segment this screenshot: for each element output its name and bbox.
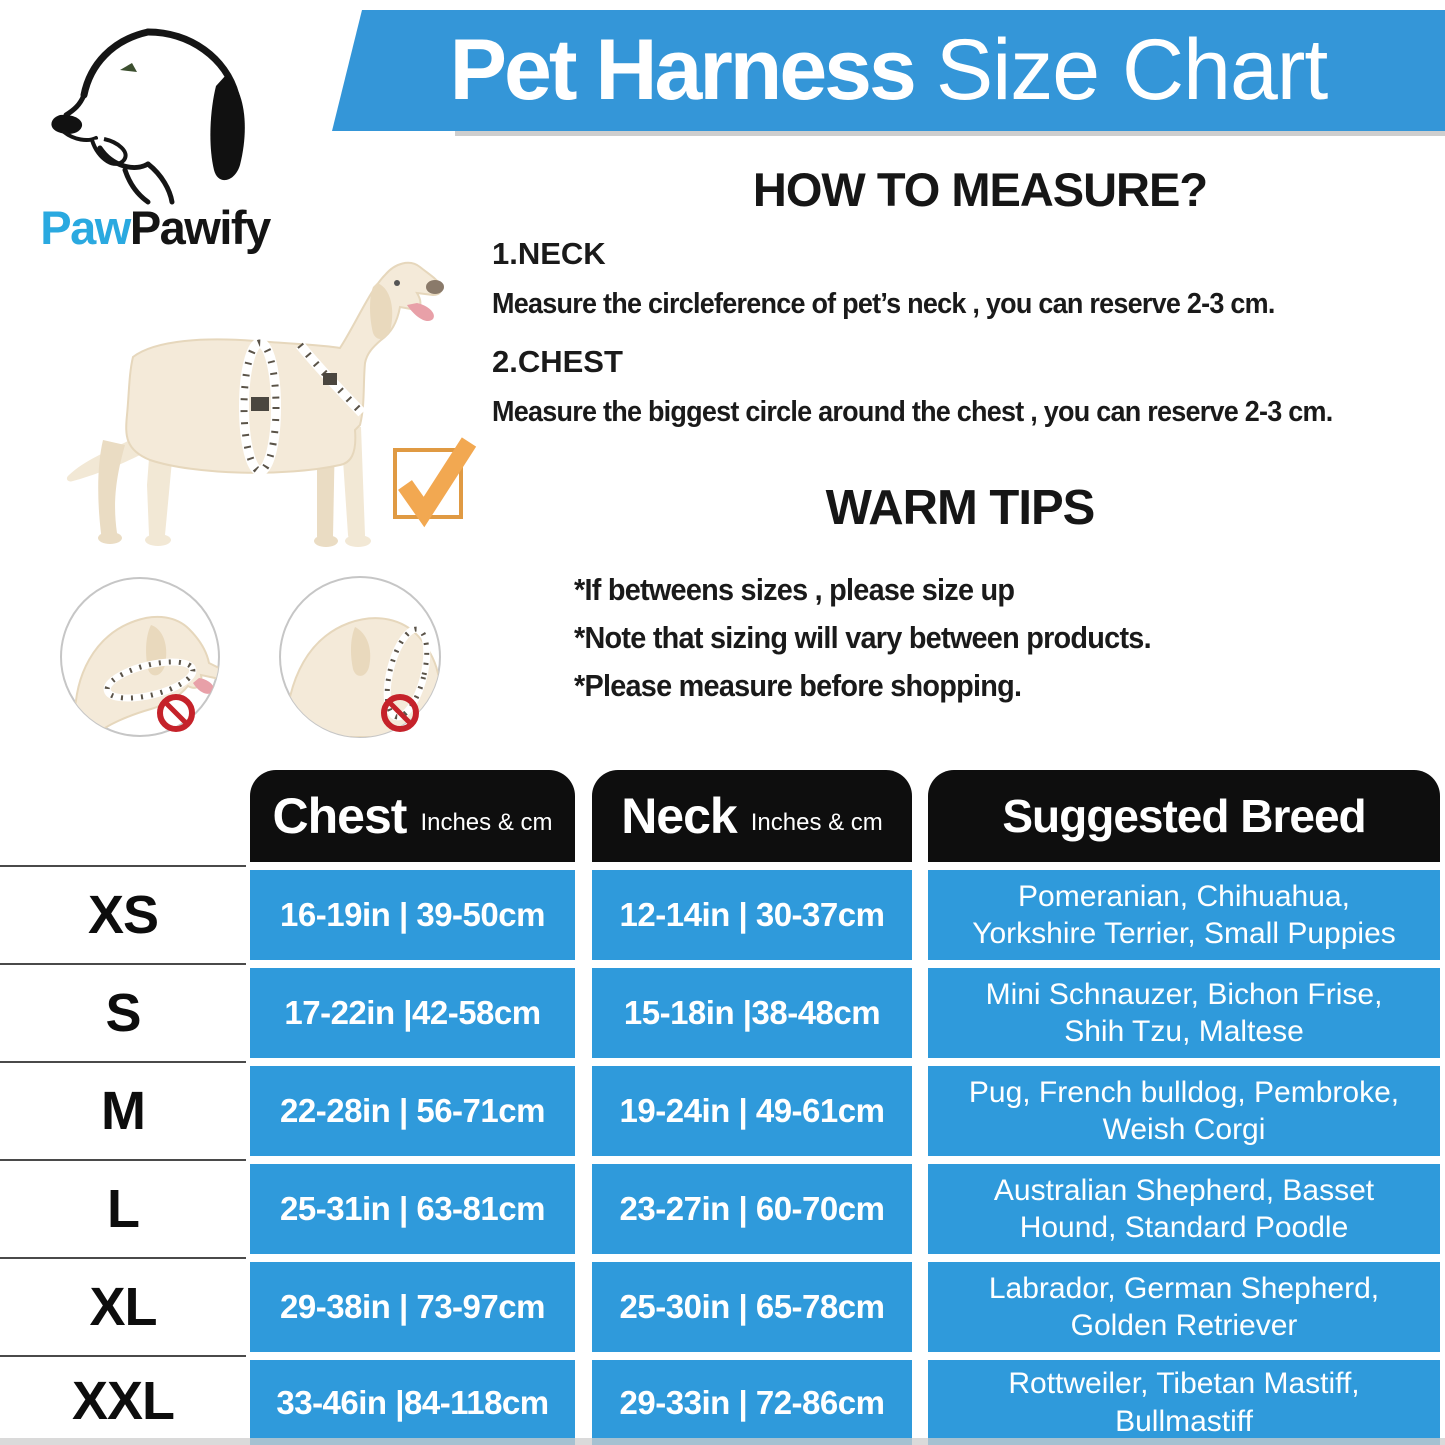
title-light: Size Chart <box>935 22 1328 118</box>
chest-header-title: Chest <box>272 788 408 844</box>
row-divider <box>0 963 246 965</box>
row-divider <box>0 1159 246 1161</box>
neck-value: 29-33in | 72-86cm <box>619 1383 885 1421</box>
neck-value: 23-27in | 60-70cm <box>619 1190 885 1227</box>
chest-header-subtitle: Inches & cm <box>420 809 553 836</box>
breed-cell: Rottweiler, Tibetan Mastiff, Bullmastiff <box>928 1360 1440 1445</box>
chest-tape-icon <box>239 338 281 476</box>
neck-value: 25-30in | 65-78cm <box>619 1288 885 1325</box>
neck-cell: 12-14in | 30-37cm <box>592 870 912 960</box>
bottom-edge-strip <box>0 1438 1445 1445</box>
brand-name-pawify: Pawify <box>129 201 271 254</box>
chest-value: 25-31in | 63-81cm <box>280 1190 545 1227</box>
step-chest-text: Measure the biggest circle around the ch… <box>492 396 1333 428</box>
breed-value: Pomeranian, Chihuahua, Yorkshire Terrier… <box>972 879 1396 951</box>
neck-cell: 15-18in |38-48cm <box>592 968 912 1058</box>
chest-value: 33-46in |84-118cm <box>276 1383 549 1421</box>
breed-value: Labrador, German Shepherd, Golden Retrie… <box>988 1271 1380 1343</box>
column-header-neck: Neck Inches & cm <box>592 770 912 862</box>
neck-value: 12-14in | 30-37cm <box>619 896 885 933</box>
breed-value: Pug, French bulldog, Pembroke, Weish Cor… <box>968 1075 1400 1147</box>
neck-value: 15-18in |38-48cm <box>623 994 881 1031</box>
breed-value: Mini Schnauzer, Bichon Frise, Shih Tzu, … <box>985 977 1383 1049</box>
neck-cell: 23-27in | 60-70cm <box>592 1164 912 1254</box>
banner-shadow <box>455 131 1445 136</box>
chest-cell: 29-38in | 73-97cm <box>250 1262 575 1352</box>
wrong-measure-insets <box>60 576 441 738</box>
neck-tape-icon <box>296 341 366 417</box>
neck-header-title: Neck <box>621 788 738 844</box>
breed-cell: Mini Schnauzer, Bichon Frise, Shih Tzu, … <box>928 968 1440 1058</box>
breed-value: Rottweiler, Tibetan Mastiff, Bullmastiff <box>1008 1367 1360 1438</box>
step-neck-text: Measure the circleference of pet’s neck … <box>492 288 1275 320</box>
size-label: M <box>101 1081 146 1141</box>
breed-cell: Pug, French bulldog, Pembroke, Weish Cor… <box>928 1066 1440 1156</box>
tip-item: *Please measure before shopping. <box>574 668 1022 703</box>
chest-value: 17-22in |42-58cm <box>284 994 541 1031</box>
brand-name: PawPawify <box>5 200 305 255</box>
breed-cell: Australian Shepherd, Basset Hound, Stand… <box>928 1164 1440 1254</box>
title-banner: Pet Harness Size Chart <box>332 10 1445 131</box>
breed-cell: Pomeranian, Chihuahua, Yorkshire Terrier… <box>928 870 1440 960</box>
chest-cell: 16-19in | 39-50cm <box>250 870 575 960</box>
tip-item: *If betweens sizes , please size up <box>574 572 1015 607</box>
step-chest-label: 2.CHEST <box>492 344 623 379</box>
brand-dog-logo-icon <box>51 28 245 205</box>
no-icon <box>157 694 195 732</box>
chest-value: 16-19in | 39-50cm <box>280 896 545 933</box>
chest-cell: 22-28in | 56-71cm <box>250 1066 575 1156</box>
neck-cell: 19-24in | 49-61cm <box>592 1066 912 1156</box>
size-label: XS <box>87 885 159 945</box>
size-label: XL <box>89 1277 157 1337</box>
warm-tips-heading: WARM TIPS <box>825 481 1096 535</box>
neck-value: 19-24in | 49-61cm <box>619 1092 885 1129</box>
size-label: L <box>107 1179 140 1239</box>
check-icon <box>393 437 477 528</box>
breed-header-title: Suggested Breed <box>1002 790 1366 842</box>
no-icon <box>381 694 419 732</box>
neck-cell: 29-33in | 72-86cm <box>592 1360 912 1445</box>
chest-cell: 17-22in |42-58cm <box>250 968 575 1058</box>
chest-value: 29-38in | 73-97cm <box>280 1288 545 1325</box>
dog-measuring-illustration <box>66 261 477 547</box>
row-divider <box>0 1061 246 1063</box>
tip-item: *Note that sizing will vary between prod… <box>574 620 1152 655</box>
chest-cell: 33-46in |84-118cm <box>250 1360 575 1445</box>
step-neck-label: 1.NECK <box>492 236 606 271</box>
neck-cell: 25-30in | 65-78cm <box>592 1262 912 1352</box>
size-label: XXL <box>71 1370 175 1431</box>
title-bold: Pet Harness <box>449 22 917 118</box>
column-header-breed: Suggested Breed <box>928 770 1440 862</box>
column-header-chest: Chest Inches & cm <box>250 770 575 862</box>
breed-value: Australian Shepherd, Basset Hound, Stand… <box>993 1173 1375 1245</box>
row-divider <box>0 1355 246 1357</box>
chest-value: 22-28in | 56-71cm <box>280 1092 545 1129</box>
chest-cell: 25-31in | 63-81cm <box>250 1164 575 1254</box>
size-label: S <box>105 983 141 1043</box>
how-to-measure-heading: HOW TO MEASURE? <box>752 163 1208 216</box>
breed-cell: Labrador, German Shepherd, Golden Retrie… <box>928 1262 1440 1352</box>
neck-header-subtitle: Inches & cm <box>750 809 883 836</box>
row-divider <box>0 865 246 867</box>
brand-name-paw: Paw <box>40 201 131 254</box>
row-divider <box>0 1257 246 1259</box>
